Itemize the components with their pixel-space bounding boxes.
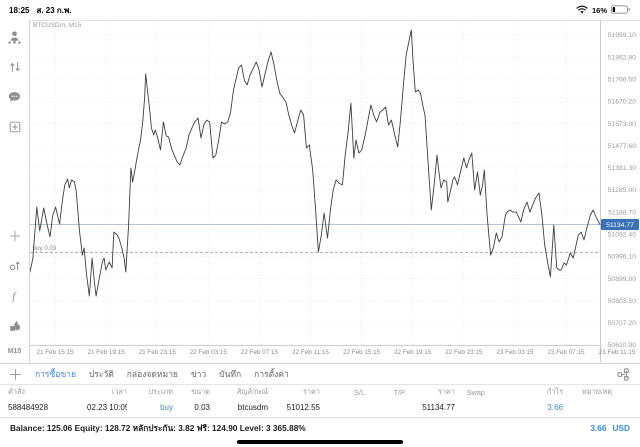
- sidebar: f M15: [0, 20, 30, 363]
- svg-text:51188.70: 51188.70: [608, 209, 636, 216]
- time-axis-label: 22 Feb 15:15: [343, 349, 381, 356]
- sort-icon[interactable]: [617, 367, 630, 381]
- account-summary: Balance: 125.06 Equity: 128.72 หลักประกั…: [0, 417, 640, 438]
- current-price-cell: 51134.77: [422, 403, 455, 412]
- svg-text:51092.40: 51092.40: [608, 231, 637, 238]
- indicator-icon[interactable]: [7, 258, 23, 274]
- column-header-symbol: สัญลักษณ์: [236, 386, 268, 396]
- new-order-icon[interactable]: [7, 119, 23, 135]
- battery-icon: [611, 4, 631, 16]
- svg-text:51573.90: 51573.90: [608, 121, 637, 128]
- column-header-swap: Swap: [466, 387, 485, 397]
- chart-symbol-label: BTCUSDm, M15: [33, 22, 82, 29]
- price-chart[interactable]: 51959.10 51862.80 51766.50 51670.20 51573.90…: [29, 20, 640, 362]
- table-header: คำสั่ง เวลา ประเภท ขนาด สัญลักษณ์ ราคา S…: [0, 385, 640, 399]
- svg-text:50899.80: 50899.80: [608, 276, 637, 283]
- order-cell: 588484928: [8, 403, 49, 412]
- bottom-tab-bar: การซื้อขาย ประวัติ กล่องจดหมาย ข่าว บันท…: [0, 363, 640, 385]
- svg-text:51766.50: 51766.50: [608, 76, 637, 83]
- column-header-price: ราคา: [303, 386, 320, 396]
- column-header-profit: กำไร: [546, 386, 563, 396]
- time-axis-label: 23 Feb 11:15: [598, 349, 636, 356]
- crosshair-icon[interactable]: [7, 228, 23, 244]
- svg-text:50996.10: 50996.10: [608, 254, 637, 261]
- svg-text:51862.80: 51862.80: [608, 54, 637, 61]
- home-indicator: [237, 440, 403, 444]
- plus-icon[interactable]: [9, 368, 22, 381]
- svg-text:51959.10: 51959.10: [608, 32, 637, 39]
- svg-text:51285.00: 51285.00: [608, 187, 637, 194]
- tab-journal[interactable]: บันทึก: [219, 369, 242, 379]
- time-axis-label: 21 Feb 15:15: [36, 349, 74, 356]
- time-cell: 02.23 10:05: [87, 403, 127, 412]
- tab-news[interactable]: ข่าว: [190, 369, 207, 379]
- column-header-time: เวลา: [111, 386, 127, 396]
- floating-profit-value: 3.66: [590, 423, 607, 433]
- column-header-sl: S/L: [354, 387, 365, 397]
- time-axis-label: 22 Feb 07:15: [240, 349, 278, 356]
- svg-text:f: f: [12, 292, 17, 303]
- time-axis-label: 21 Feb 19:15: [87, 349, 125, 356]
- floating-profit-currency: USD: [612, 423, 630, 433]
- tab-mailbox[interactable]: กล่องจดหมาย: [126, 369, 178, 379]
- floating-profit: 3.66 USD: [590, 423, 630, 433]
- account-icon[interactable]: [7, 29, 23, 45]
- status-bar: 18:25 ส. 23 ก.พ. 16%: [0, 0, 640, 20]
- time-axis-label: 22 Feb 19:15: [394, 349, 432, 356]
- symbol-cell: btcusdm: [237, 403, 268, 412]
- column-header-tp: T/P: [393, 387, 405, 397]
- time-axis: 21 Feb 15:15 21 Feb 19:15 21 Feb 23:15 22 F…: [30, 348, 640, 360]
- tab-settings[interactable]: การตั้งค่า: [254, 369, 289, 379]
- svg-text:51670.20: 51670.20: [608, 99, 637, 106]
- chart-area: BTCUSDm, M15 51959.10 51862.80 51766.50 516…: [29, 20, 640, 362]
- chat-icon[interactable]: [7, 89, 23, 105]
- open-price-cell: 51012.55: [286, 403, 320, 412]
- volume-cell: 0.03: [194, 403, 210, 412]
- column-header-current-price: ราคา: [438, 386, 455, 396]
- svg-text:50610.90: 50610.90: [608, 342, 637, 349]
- tab-trade[interactable]: การซื้อขาย: [35, 369, 76, 379]
- wifi-icon: [576, 5, 588, 16]
- column-header-order: คำสั่ง: [8, 386, 25, 396]
- time-axis-label: 22 Feb 11:15: [292, 349, 329, 356]
- column-header-volume: ขนาด: [191, 386, 210, 396]
- table-row[interactable]: 588484928 02.23 10:05 buy 0.03 btcusdm 5…: [0, 399, 640, 416]
- column-header-comment: หมายเหตุ: [581, 386, 612, 396]
- time-axis-label: 23 Feb 07:15: [547, 349, 585, 356]
- clock-label: 18:25: [9, 5, 30, 15]
- tab-history[interactable]: ประวัติ: [88, 369, 114, 379]
- column-header-type: ประเภท: [148, 386, 173, 396]
- balance-summary: Balance: 125.06 Equity: 128.72 หลักประกั…: [10, 423, 306, 433]
- function-icon[interactable]: f: [7, 288, 23, 304]
- type-cell: buy: [160, 403, 173, 412]
- timeframe-button[interactable]: M15: [7, 348, 22, 355]
- date-label: ส. 23 ก.พ.: [36, 5, 72, 15]
- battery-percent: 16%: [591, 5, 607, 15]
- svg-text:51477.60: 51477.60: [608, 143, 637, 150]
- time-axis-label: 23 Feb 03:15: [496, 349, 534, 356]
- svg-text:51381.30: 51381.30: [608, 165, 637, 172]
- time-axis-label: 21 Feb 23:15: [138, 349, 176, 356]
- time-axis-label: 22 Feb 23:15: [445, 349, 483, 356]
- time-axis-label: 22 Feb 03:15: [189, 349, 227, 356]
- objects-icon[interactable]: [7, 318, 23, 334]
- svg-text:50803.50: 50803.50: [608, 298, 637, 305]
- profit-cell: 3.66: [547, 403, 563, 412]
- trade-arrows-icon[interactable]: [7, 59, 23, 75]
- svg-text:buy 0.03: buy 0.03: [33, 245, 57, 252]
- svg-text:50707.20: 50707.20: [608, 320, 637, 327]
- svg-text:51134.77: 51134.77: [606, 222, 634, 229]
